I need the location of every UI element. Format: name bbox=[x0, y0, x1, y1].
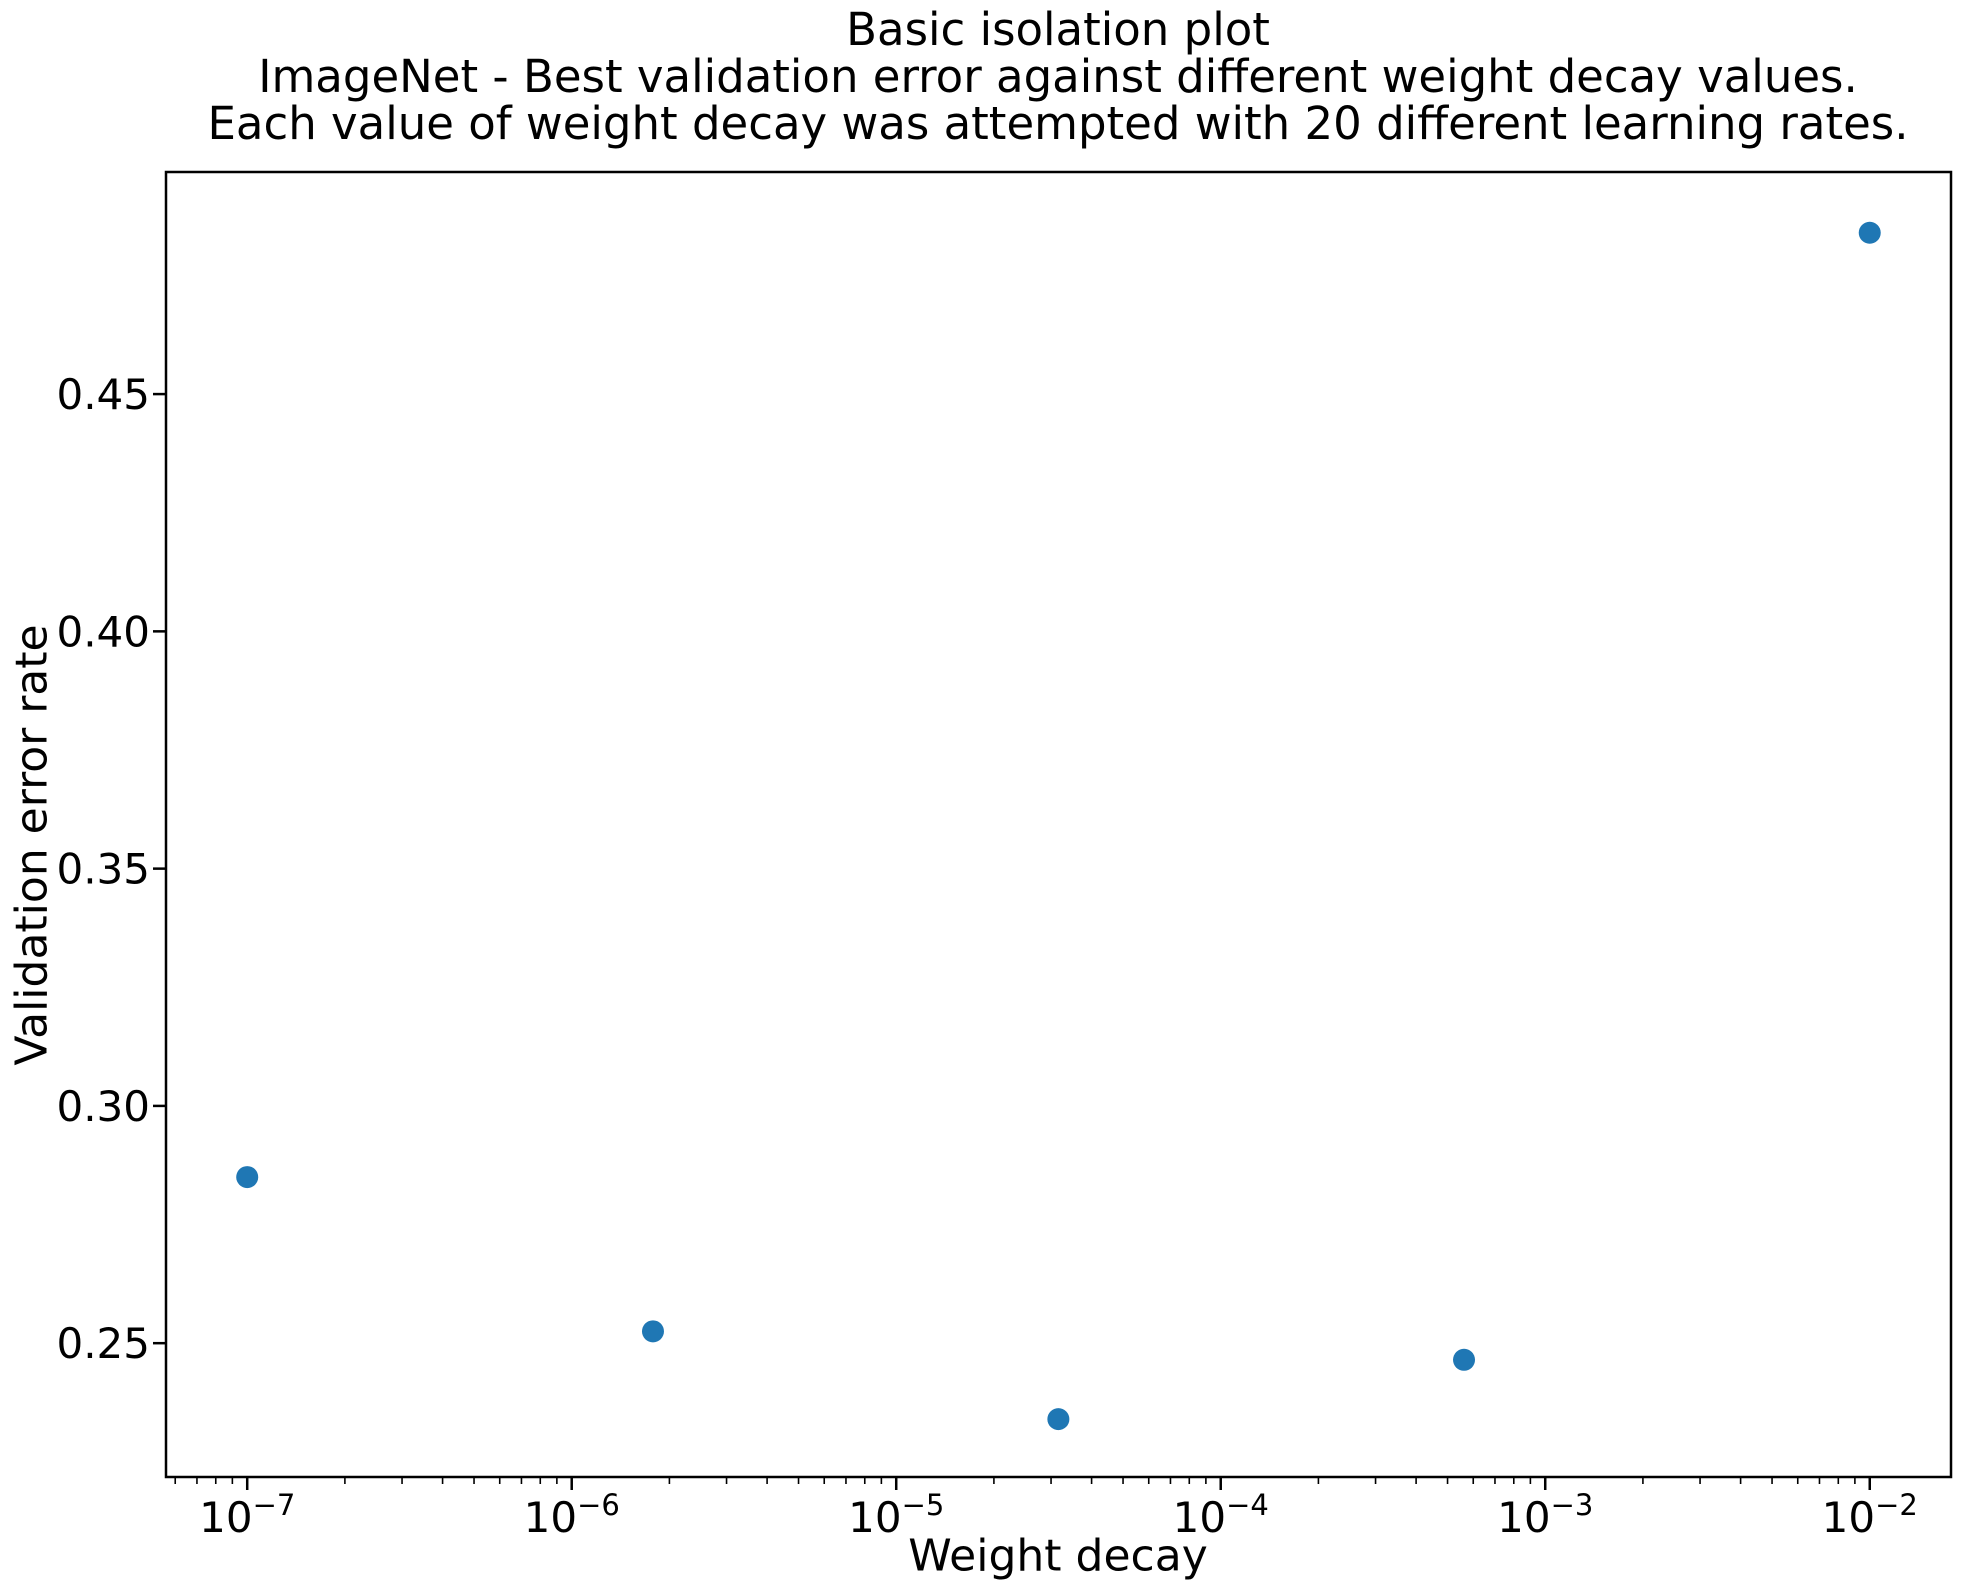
y-tick-label: 0.35 bbox=[56, 845, 150, 894]
chart-title: Basic isolation plot ImageNet - Best val… bbox=[207, 6, 1908, 147]
x-tick-label: 10−7 bbox=[199, 1488, 295, 1542]
x-axis-label: Weight decay bbox=[908, 1530, 1208, 1582]
data-point bbox=[236, 1166, 259, 1189]
data-point bbox=[641, 1320, 664, 1343]
x-tick-label: 10−2 bbox=[1822, 1488, 1918, 1542]
x-tick-label: 10−4 bbox=[1173, 1488, 1269, 1542]
y-tick-label: 0.45 bbox=[56, 370, 150, 419]
data-point bbox=[1047, 1408, 1070, 1431]
title-line-3: Each value of weight decay was attempted… bbox=[207, 97, 1909, 150]
plot-frame bbox=[164, 170, 1953, 1479]
data-point bbox=[1858, 221, 1881, 244]
y-tick-label: 0.25 bbox=[56, 1319, 150, 1368]
title-line-2: ImageNet - Best validation error against… bbox=[258, 50, 1858, 103]
y-tick-label: 0.40 bbox=[56, 607, 150, 656]
title-line-1: Basic isolation plot bbox=[846, 3, 1270, 56]
x-tick-label: 10−6 bbox=[524, 1488, 620, 1542]
x-tick-label: 10−5 bbox=[848, 1488, 944, 1542]
x-tick-label: 10−3 bbox=[1497, 1488, 1593, 1542]
y-tick-label: 0.30 bbox=[56, 1082, 150, 1131]
data-point bbox=[1453, 1348, 1476, 1371]
